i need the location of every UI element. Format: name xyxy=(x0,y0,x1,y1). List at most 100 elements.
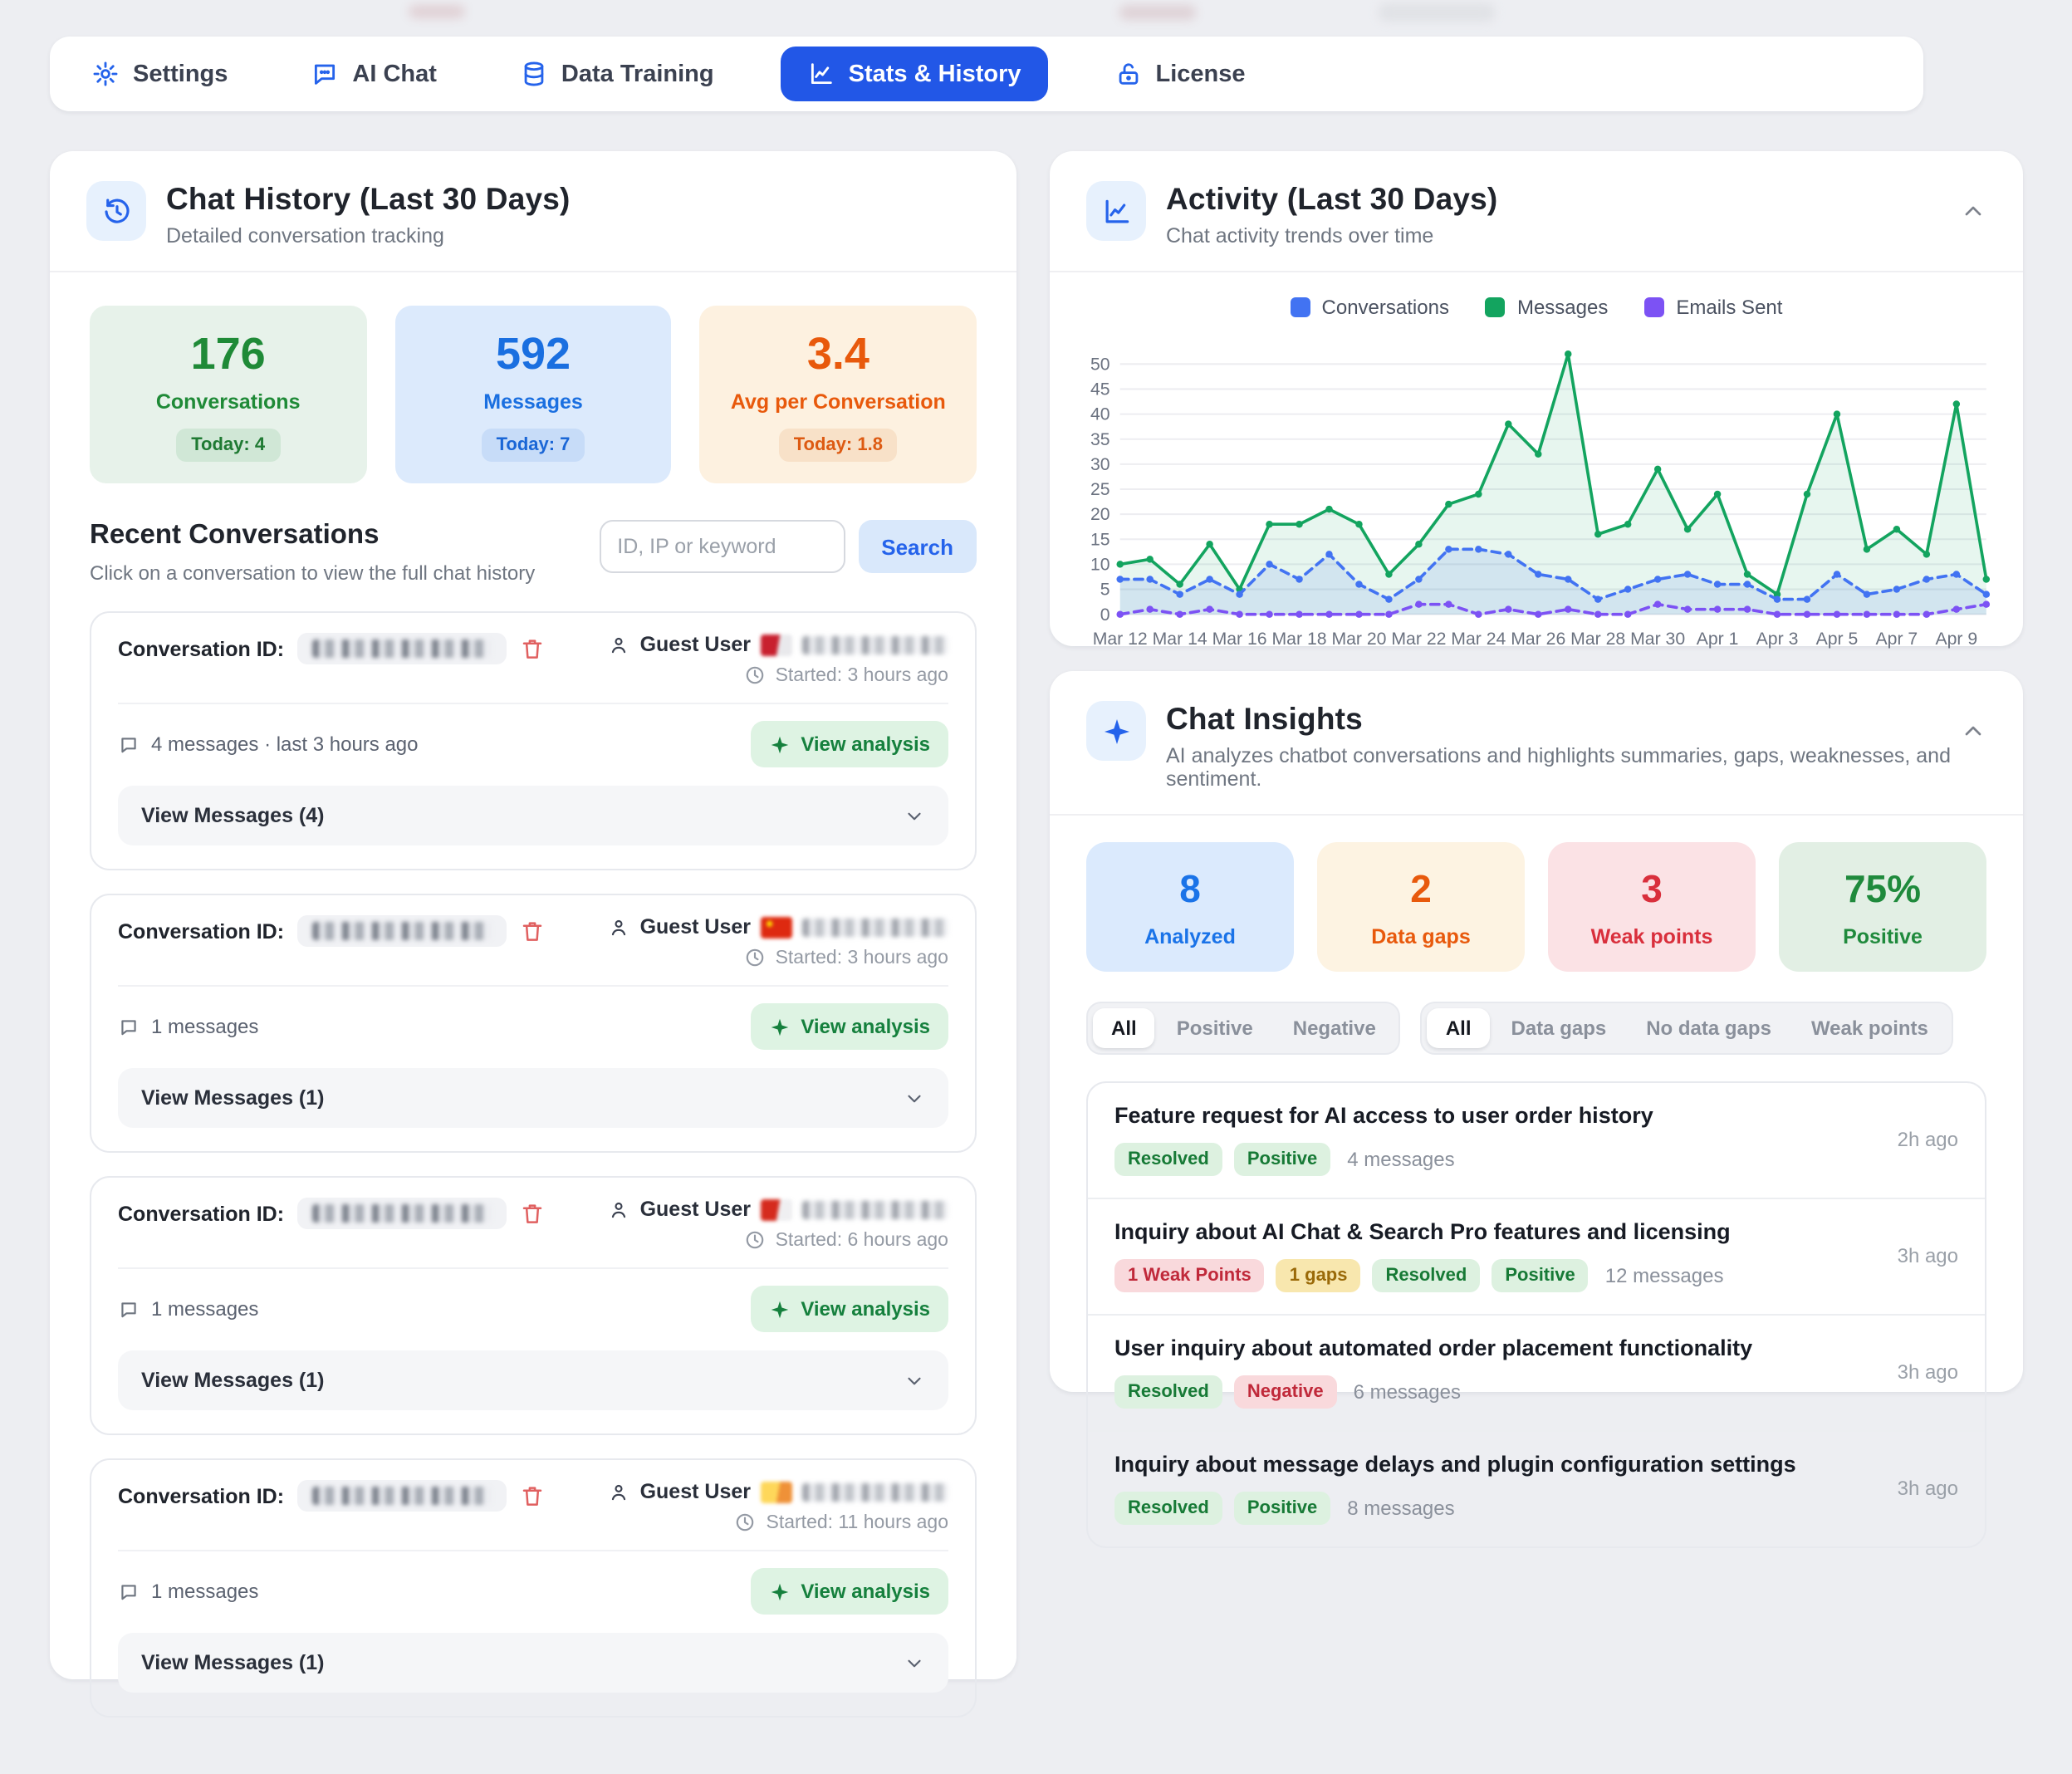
stat-card: 176 Conversations Today: 4 xyxy=(90,306,367,483)
svg-text:5: 5 xyxy=(1100,581,1110,600)
person-icon xyxy=(609,1198,630,1220)
delete-conversation-button[interactable] xyxy=(520,1483,545,1508)
insight-list-item[interactable]: User inquiry about automated order place… xyxy=(1088,1314,1985,1430)
insight-title: Inquiry about AI Chat & Search Pro featu… xyxy=(1114,1219,1731,1244)
svg-text:50: 50 xyxy=(1090,355,1110,374)
conversation-id-redacted xyxy=(297,1198,507,1229)
recent-conversations-subtitle: Click on a conversation to view the full… xyxy=(90,561,536,585)
view-analysis-button[interactable]: View analysis xyxy=(751,721,948,767)
conversation-card[interactable]: Conversation ID: Guest User Started: 3 h… xyxy=(90,894,977,1153)
nav-tab-label: Data Training xyxy=(561,61,714,87)
insight-list-item[interactable]: Feature request for AI access to user or… xyxy=(1088,1083,1985,1198)
insight-list-item[interactable]: Inquiry about message delays and plugin … xyxy=(1088,1430,1985,1546)
view-messages-toggle[interactable]: View Messages (4) xyxy=(118,786,948,845)
tab-data-training[interactable]: Data Training xyxy=(503,47,731,101)
svg-text:35: 35 xyxy=(1090,430,1110,449)
legend-item[interactable]: Messages xyxy=(1485,296,1608,319)
insight-title: Feature request for AI access to user or… xyxy=(1114,1103,1653,1128)
guest-user-label: Guest User xyxy=(639,915,751,938)
message-bubble-icon xyxy=(118,1298,140,1320)
legend-label: Emails Sent xyxy=(1676,296,1783,319)
svg-text:Mar 12: Mar 12 xyxy=(1093,630,1148,649)
legend-color-chip xyxy=(1644,297,1665,317)
chat-insights-panel: Chat Insights AI analyzes chatbot conver… xyxy=(1050,671,2023,1548)
tab-ai-chat[interactable]: AI Chat xyxy=(294,47,453,101)
stat-today-badge: Today: 1.8 xyxy=(778,429,898,462)
stat-value: 592 xyxy=(495,329,571,379)
conversation-card[interactable]: Conversation ID: Guest User Started: 6 h… xyxy=(90,1176,977,1435)
view-messages-toggle[interactable]: View Messages (1) xyxy=(118,1350,948,1410)
view-messages-toggle[interactable]: View Messages (1) xyxy=(118,1068,948,1128)
filter-positive[interactable]: Positive xyxy=(1158,1008,1271,1048)
delete-conversation-button[interactable] xyxy=(520,919,545,943)
message-count-text: 1 messages xyxy=(151,1015,259,1038)
conversation-id-label: Conversation ID: xyxy=(118,637,285,660)
badge-1-gaps: 1 gaps xyxy=(1276,1259,1361,1292)
recent-conversations-title: Recent Conversations xyxy=(90,520,380,550)
badge-negative: Negative xyxy=(1233,1375,1337,1409)
tab-settings[interactable]: Settings xyxy=(75,47,244,101)
svg-text:10: 10 xyxy=(1090,555,1110,574)
country-flag xyxy=(761,634,792,655)
delete-conversation-button[interactable] xyxy=(520,1201,545,1226)
svg-text:30: 30 xyxy=(1090,455,1110,474)
activity-panel: Activity (Last 30 Days) Chat activity tr… xyxy=(1050,151,2023,649)
chat-history-title: Chat History (Last 30 Days) xyxy=(166,181,571,216)
insight-stat-label: Data gaps xyxy=(1371,925,1471,948)
filter-all[interactable]: All xyxy=(1093,1008,1155,1048)
conversation-id-label: Conversation ID: xyxy=(118,1484,285,1507)
filter-negative[interactable]: Negative xyxy=(1275,1008,1394,1048)
collapse-activity-button[interactable] xyxy=(1957,194,1990,228)
gaps-filter-group: All Data gaps No data gaps Weak points xyxy=(1420,1002,1953,1055)
tab-stats-history[interactable]: Stats & History xyxy=(780,47,1048,101)
delete-conversation-button[interactable] xyxy=(520,636,545,661)
insight-stat-card: 75% Positive xyxy=(1779,842,1986,972)
insight-list-item[interactable]: Inquiry about AI Chat & Search Pro featu… xyxy=(1088,1198,1985,1314)
legend-color-chip xyxy=(1290,297,1310,317)
chat-history-panel: Chat History (Last 30 Days) Detailed con… xyxy=(50,151,1016,1718)
search-button[interactable]: Search xyxy=(858,520,977,573)
conversation-card[interactable]: Conversation ID: Guest User Started: 11 … xyxy=(90,1458,977,1718)
nav-tab-label: Stats & History xyxy=(848,61,1021,87)
filter-no-data-gaps[interactable]: No data gaps xyxy=(1628,1008,1790,1048)
stat-card: 592 Messages Today: 7 xyxy=(394,306,672,483)
chat-insights-subtitle: AI analyzes chatbot conversations and hi… xyxy=(1166,744,1951,791)
filter-weak-points[interactable]: Weak points xyxy=(1793,1008,1947,1048)
view-messages-label: View Messages (1) xyxy=(141,1369,325,1392)
clock-icon xyxy=(744,947,766,968)
collapse-insights-button[interactable] xyxy=(1957,714,1990,747)
insight-title: User inquiry about automated order place… xyxy=(1114,1335,1753,1360)
legend-item[interactable]: Conversations xyxy=(1290,296,1449,319)
insight-title: Inquiry about message delays and plugin … xyxy=(1114,1452,1796,1477)
insight-stat-value: 2 xyxy=(1410,867,1432,910)
view-analysis-button[interactable]: View analysis xyxy=(751,1003,948,1050)
chevron-down-icon xyxy=(904,805,925,826)
history-clock-icon xyxy=(86,181,146,241)
gear-icon xyxy=(91,60,120,88)
conversation-card[interactable]: Conversation ID: Guest User Started: 3 h… xyxy=(90,611,977,870)
view-messages-toggle[interactable]: View Messages (1) xyxy=(118,1633,948,1693)
conversation-id-redacted xyxy=(297,633,507,664)
search-input[interactable] xyxy=(599,520,845,573)
divider xyxy=(118,1267,948,1269)
legend-item[interactable]: Emails Sent xyxy=(1644,296,1782,319)
stat-card: 3.4 Avg per Conversation Today: 1.8 xyxy=(699,306,977,483)
tab-license[interactable]: License xyxy=(1098,47,1262,101)
chat-history-header: Chat History (Last 30 Days) Detailed con… xyxy=(50,151,1016,272)
chevron-up-icon xyxy=(1960,718,1986,744)
chat-history-stats: 176 Conversations Today: 4 592 Messages … xyxy=(90,306,977,483)
view-analysis-button[interactable]: View analysis xyxy=(751,1286,948,1332)
divider xyxy=(118,1550,948,1551)
insight-badges: Resolved Positive 8 messages xyxy=(1114,1492,1796,1525)
insight-stat-card: 2 Data gaps xyxy=(1317,842,1525,972)
insight-stat-card: 3 Weak points xyxy=(1548,842,1756,972)
divider xyxy=(118,985,948,987)
trash-icon xyxy=(520,636,545,661)
legend-label: Conversations xyxy=(1321,296,1449,319)
svg-text:Mar 18: Mar 18 xyxy=(1272,630,1327,649)
chevron-down-icon xyxy=(904,1087,925,1109)
filter-data-gaps[interactable]: Data gaps xyxy=(1493,1008,1625,1048)
filter-all[interactable]: All xyxy=(1427,1008,1490,1048)
view-messages-label: View Messages (1) xyxy=(141,1086,325,1110)
view-analysis-button[interactable]: View analysis xyxy=(751,1568,948,1615)
